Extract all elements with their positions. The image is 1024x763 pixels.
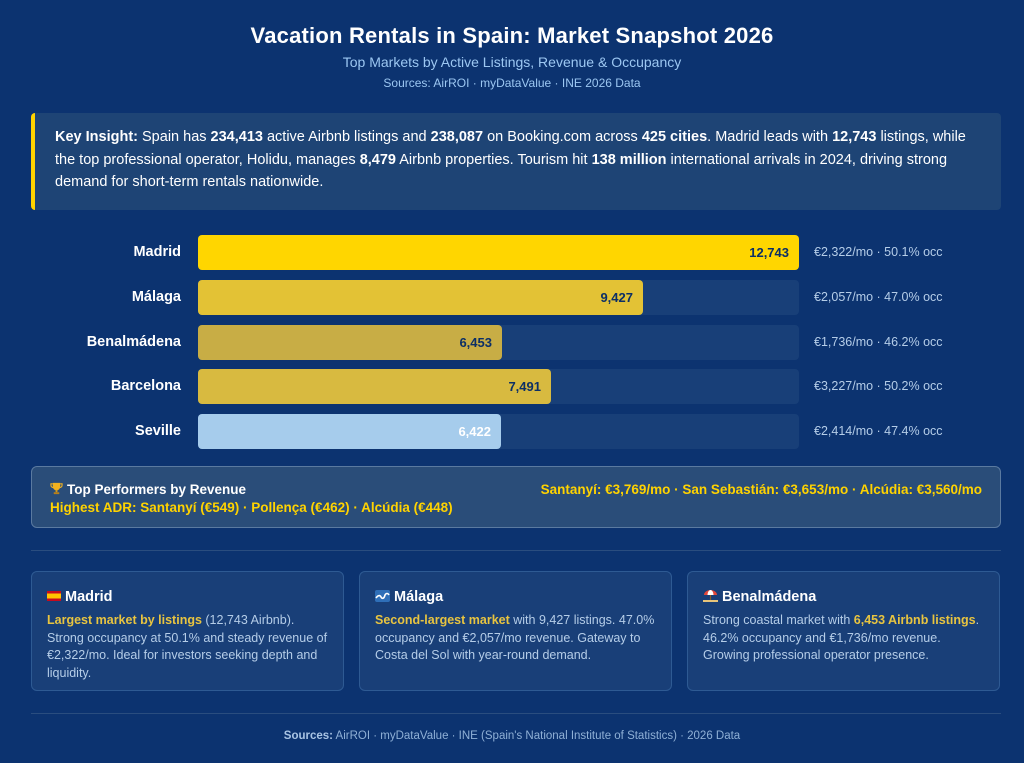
card-body: Largest market by listings (12,743 Airbn…: [47, 612, 328, 682]
bar-value-label: 12,743: [749, 245, 789, 260]
bar-annotation: €1,736/mo · 46.2% occ: [814, 335, 943, 349]
bar: 9,427: [198, 280, 643, 315]
card-title: Madrid: [47, 587, 328, 607]
bar-value-label: 7,491: [508, 379, 541, 394]
bar-row: Madrid 12,743 €2,322/mo · 50.1% occ: [0, 235, 1024, 270]
footer-divider: [31, 713, 1001, 714]
bar-category-label: Málaga: [131, 289, 181, 305]
performers-adr: Highest ADR: Santanyí (€549) · Pollença …: [50, 500, 453, 515]
insight-text: international arrivals in 2024, driving …: [55, 151, 948, 191]
section-divider: [31, 550, 1001, 551]
bar-track: 7,491: [198, 369, 799, 404]
spain-flag-icon: [47, 591, 61, 601]
bar-category-label: Seville: [135, 423, 181, 439]
bar-value-label: 6,422: [458, 424, 491, 439]
bar-track: 12,743: [198, 235, 799, 270]
insight-text: . Madrid leads with: [707, 129, 833, 145]
insight-figure: 138 million: [591, 151, 667, 168]
card-malaga: Málaga Second-largest market with 9,427 …: [359, 571, 672, 691]
trophy-icon: [50, 482, 63, 495]
insight-text: on Booking.com across: [483, 129, 642, 145]
wave-icon: [375, 590, 390, 602]
page-header: Vacation Rentals in Spain: Market Snapsh…: [0, 0, 1024, 91]
insight-figure: 234,413: [210, 129, 263, 145]
card-highlight: Second-largest market: [375, 613, 510, 627]
bar-row: Benalmádena 6,453 €1,736/mo · 46.2% occ: [0, 325, 1024, 360]
card-title-text: Málaga: [394, 589, 444, 605]
performers-title-text: Top Performers by Revenue: [67, 482, 247, 497]
card-text: . 46.2% occupancy and €1,736/mo revenue.…: [703, 613, 980, 662]
card-body: Second-largest market with 9,427 listing…: [375, 612, 656, 665]
card-text: with 9,427 listings. 47.0% occupancy and…: [375, 613, 655, 662]
card-body: Strong coastal market with 6,453 Airbnb …: [703, 612, 984, 665]
bar-annotation: €2,057/mo · 47.0% occ: [814, 290, 943, 304]
card-text: Strong coastal market with: [703, 613, 854, 627]
performers-title: Top Performers by Revenue: [50, 482, 246, 497]
bar-annotation: €2,414/mo · 47.4% occ: [814, 424, 943, 438]
bar-annotation: €3,227/mo · 50.2% occ: [814, 379, 943, 393]
insight-text: Airbnb properties. Tourism hit: [396, 151, 592, 168]
card-title: Málaga: [375, 587, 656, 607]
card-title-text: Benalmádena: [722, 589, 817, 605]
insight-text: Spain has: [137, 129, 211, 145]
insight-figure: 425 cities: [641, 129, 708, 145]
bar-track: 6,422: [198, 414, 799, 449]
page-subtitle: Top Markets by Active Listings, Revenue …: [342, 54, 682, 70]
insight-text: listings, while the top professional ope…: [55, 129, 966, 168]
card-madrid: Madrid Largest market by listings (12,74…: [31, 571, 344, 691]
header-sources: Sources: AirROI · myDataValue · INE 2026…: [383, 76, 641, 90]
card-highlight: 6,453 Airbnb listings: [853, 613, 976, 627]
bar: 7,491: [198, 369, 551, 404]
card-title-text: Madrid: [65, 589, 113, 605]
bar-value-label: 6,453: [459, 335, 492, 350]
bar-row: Málaga 9,427 €2,057/mo · 47.0% occ: [0, 280, 1024, 315]
bar-category-label: Madrid: [133, 244, 181, 260]
bar-value-label: 9,427: [600, 290, 633, 305]
bar-track: 9,427: [198, 280, 799, 315]
bar-annotation: €2,322/mo · 50.1% occ: [814, 245, 943, 259]
footer-text: AirROI · myDataValue · INE (Spain's Nati…: [333, 730, 741, 742]
bar-track: 6,453: [198, 325, 799, 360]
beach-umbrella-icon: [703, 590, 718, 602]
insight-figure: 238,087: [430, 129, 484, 145]
insight-figure: 12,743: [832, 129, 877, 145]
footer-sources: Sources: AirROI · myDataValue · INE (Spa…: [0, 730, 1024, 742]
page-title: Vacation Rentals in Spain: Market Snapsh…: [250, 23, 774, 48]
bar-row: Seville 6,422 €2,414/mo · 47.4% occ: [0, 414, 1024, 449]
footer-label: Sources:: [283, 730, 333, 742]
card-text: (12,743 Airbnb). Strong occupancy at 50.…: [47, 613, 328, 680]
insight-figure: 8,479: [359, 151, 396, 168]
top-performers-box: Top Performers by Revenue Santanyí: €3,7…: [31, 466, 1001, 528]
performers-revenue: Santanyí: €3,769/mo · San Sebastián: €3,…: [540, 482, 982, 497]
bar: 6,453: [198, 325, 502, 360]
key-insight-box: Key Insight: Spain has 234,413 active Ai…: [31, 113, 1001, 210]
insight-label: Key Insight:: [55, 129, 138, 145]
card-benalmadena: Benalmádena Strong coastal market with 6…: [687, 571, 1000, 691]
bar-category-label: Benalmádena: [86, 334, 181, 350]
bar-row: Barcelona 7,491 €3,227/mo · 50.2% occ: [0, 369, 1024, 404]
card-highlight: Largest market by listings: [47, 613, 202, 627]
bar: 12,743: [198, 235, 799, 270]
insight-text: active Airbnb listings and: [262, 129, 431, 145]
card-title: Benalmádena: [703, 587, 984, 607]
bar: 6,422: [198, 414, 501, 449]
bar-category-label: Barcelona: [110, 378, 181, 394]
